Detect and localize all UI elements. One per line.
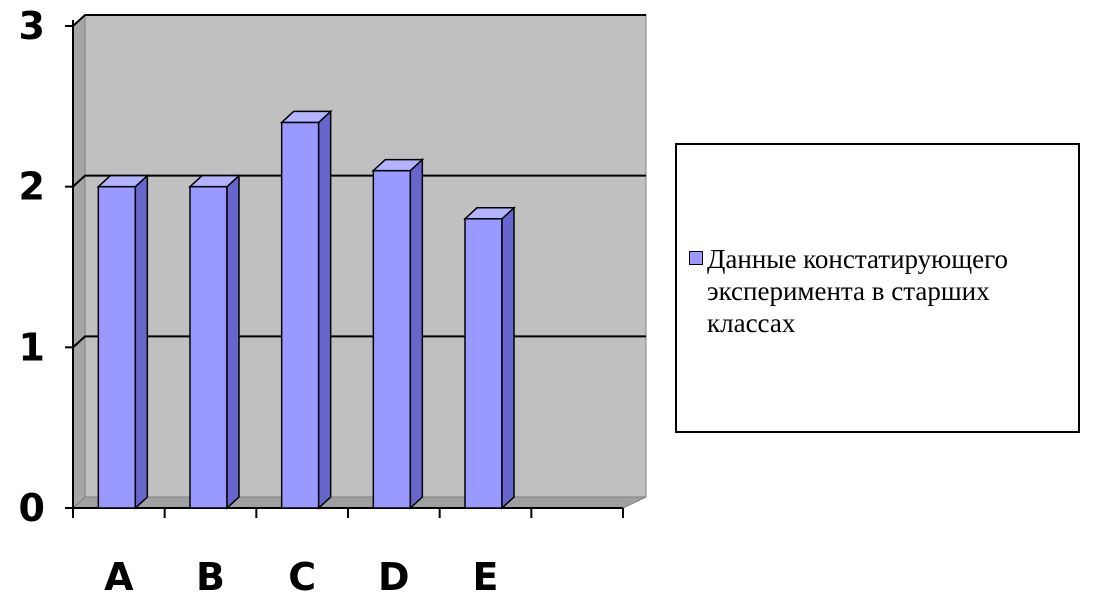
legend-swatch — [689, 251, 703, 265]
y-tick-labels: 0 1 2 3 — [19, 4, 45, 530]
bar-top — [463, 207, 516, 220]
legend-label: Данные констатирующего эксперимента в ст… — [707, 244, 1009, 338]
bar-side — [501, 206, 515, 510]
plot-walls — [71, 13, 647, 510]
x-tick-label: A — [104, 555, 134, 597]
y-tick-label: 2 — [19, 165, 45, 209]
gridline — [72, 335, 646, 349]
gridlines — [72, 14, 646, 349]
side-wall — [72, 13, 86, 510]
bar-front — [189, 185, 228, 509]
bar-top — [371, 158, 425, 172]
back-wall — [84, 14, 647, 498]
bar-front — [280, 121, 320, 509]
x-tick-label: D — [378, 555, 410, 597]
bar — [188, 173, 241, 510]
legend-entry: Данные констатирующего эксперимента в ст… — [689, 243, 1079, 339]
bar — [371, 157, 425, 510]
bar-front — [372, 169, 412, 509]
gridline — [72, 174, 646, 188]
legend: Данные констатирующего эксперимента в ст… — [675, 143, 1080, 433]
x-tick-label: C — [288, 555, 316, 597]
bar-side — [409, 157, 424, 510]
bar — [96, 173, 150, 510]
x-tick-label: B — [196, 555, 225, 597]
gridline — [72, 14, 646, 27]
bar-side — [317, 109, 332, 510]
y-tick-label: 3 — [19, 4, 45, 48]
y-tick-label: 1 — [19, 325, 45, 369]
x-tick-labels: A B C D E — [104, 555, 498, 597]
axes — [65, 20, 624, 518]
bars — [96, 109, 516, 510]
bar-side — [134, 173, 149, 510]
bar-front — [97, 185, 137, 509]
bar-top — [279, 110, 333, 124]
bar — [463, 206, 516, 510]
x-tick-label: E — [473, 555, 499, 597]
floor — [71, 496, 647, 509]
bar-front — [464, 218, 503, 509]
bar-top — [96, 174, 150, 188]
bar-side — [226, 173, 240, 510]
bar-top — [188, 174, 241, 188]
bar — [279, 109, 333, 510]
y-tick-label: 0 — [19, 486, 45, 530]
